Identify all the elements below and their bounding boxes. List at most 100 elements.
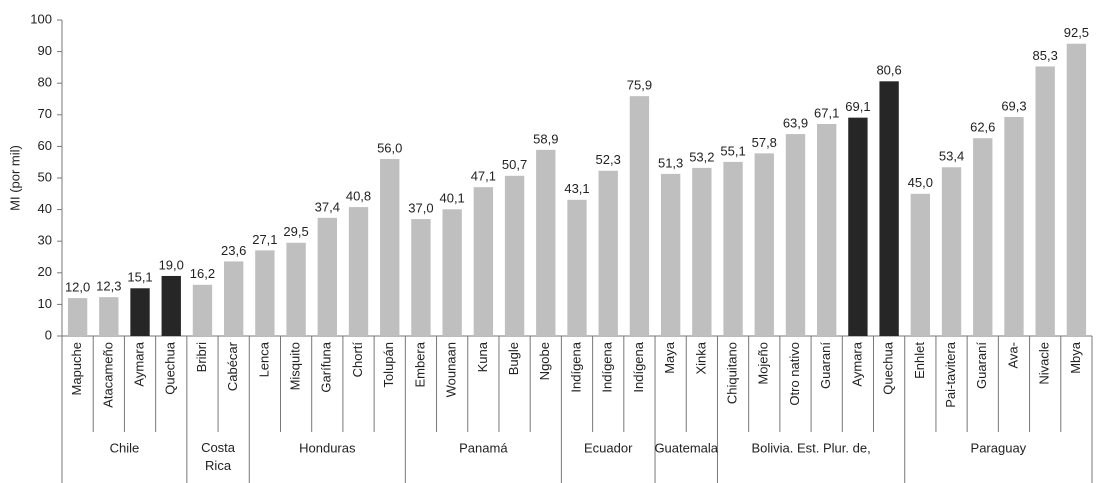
x-tick-label: Aymara <box>131 341 146 386</box>
x-tick-label: Chiquitano <box>724 342 739 404</box>
x-tick-label: Ava- <box>1005 342 1020 369</box>
value-label: 50,7 <box>502 157 527 172</box>
bar <box>411 219 431 336</box>
x-tick-label: Tolupán <box>381 342 396 388</box>
bar <box>1066 43 1087 336</box>
bar <box>973 138 993 336</box>
x-tick-label: Mapuche <box>69 342 84 395</box>
bar <box>286 242 306 336</box>
group-label: Costa Rica <box>201 440 236 473</box>
value-label: 51,3 <box>658 155 683 170</box>
bar <box>567 199 587 336</box>
x-tick-label: Guaraní <box>818 342 833 389</box>
x-tick-label: Aymara <box>849 341 864 386</box>
bar <box>941 167 962 336</box>
y-tick-label: 30 <box>38 233 52 248</box>
group-label: Paraguay <box>971 440 1027 455</box>
value-label: 69,3 <box>1001 98 1026 113</box>
bar <box>223 261 244 336</box>
bar <box>785 134 806 336</box>
group-label: Ecuador <box>584 440 633 455</box>
x-tick-label: Chortí <box>350 342 365 378</box>
group-label: Chile <box>110 440 140 455</box>
value-label: 63,9 <box>783 116 808 131</box>
bar <box>754 153 774 336</box>
y-tick-label: 10 <box>38 296 52 311</box>
x-tick-label: Guaraní <box>974 342 989 389</box>
value-label: 67,1 <box>814 105 839 120</box>
group-label: Guatemala <box>654 440 718 455</box>
y-axis-label: MI (por mil) <box>7 145 22 211</box>
value-label: 92,5 <box>1064 25 1089 40</box>
x-tick-label: Otro nativo <box>787 342 802 406</box>
group-label: Bolivia. Est. Plur. de, <box>751 440 870 455</box>
value-label: 53,2 <box>689 149 714 164</box>
y-tick-label: 80 <box>38 75 52 90</box>
x-tick-label: Kuna <box>475 341 490 372</box>
bar <box>99 297 119 336</box>
x-tick-label: Bugle <box>506 342 521 375</box>
y-tick-label: 20 <box>38 264 52 279</box>
bar <box>130 288 150 336</box>
bar <box>598 170 618 336</box>
bar <box>317 217 337 336</box>
bar <box>192 284 213 336</box>
bar <box>380 159 400 336</box>
x-tick-label: Enhlet <box>912 342 927 379</box>
value-label: 75,9 <box>627 78 652 93</box>
value-label: 45,0 <box>908 175 933 190</box>
value-label: 40,8 <box>346 189 371 204</box>
value-label: 57,8 <box>752 135 777 150</box>
value-label: 62,6 <box>970 120 995 135</box>
x-tick-label: Atacameño <box>100 342 115 408</box>
value-label: 52,3 <box>596 152 621 167</box>
x-tick-label: Wounaan <box>444 342 459 397</box>
x-tick-label: Ngobe <box>537 342 552 380</box>
bar <box>692 167 712 336</box>
bar <box>473 187 494 336</box>
x-tick-label: Nivacle <box>1037 342 1052 385</box>
x-tick-label: Quechua <box>163 341 178 395</box>
value-label: 69,1 <box>845 99 870 114</box>
x-tick-label: Mbya <box>1068 341 1083 374</box>
bar <box>629 96 650 336</box>
x-tick-label: Lenca <box>256 341 271 377</box>
group-label: Honduras <box>299 440 356 455</box>
value-label: 85,3 <box>1033 48 1058 63</box>
value-label: 40,1 <box>439 191 464 206</box>
x-tick-label: Xinka <box>693 341 708 374</box>
value-label: 15,1 <box>127 270 152 285</box>
x-tick-label: Quechua <box>881 341 896 395</box>
y-tick-label: 90 <box>38 43 52 58</box>
x-tick-label: Mojeño <box>756 342 771 385</box>
value-label: 27,1 <box>252 232 277 247</box>
value-label: 16,2 <box>190 266 215 281</box>
x-tick-label: Misquito <box>288 342 303 390</box>
bar <box>348 207 369 336</box>
y-tick-label: 50 <box>38 169 52 184</box>
group-label: Panamá <box>459 440 508 455</box>
bar <box>504 175 525 336</box>
x-tick-label: Pai-tavitera <box>943 341 958 408</box>
x-tick-label: Maya <box>662 341 677 374</box>
value-label: 55,1 <box>720 143 745 158</box>
bar <box>660 173 681 336</box>
value-label: 12,0 <box>65 280 90 295</box>
value-label: 56,0 <box>377 140 402 155</box>
bar <box>161 275 181 336</box>
bar <box>879 81 899 336</box>
bar <box>723 161 743 336</box>
x-tick-label: Bribri <box>194 342 209 372</box>
value-label: 58,9 <box>533 131 558 146</box>
y-tick-label: 60 <box>38 138 52 153</box>
value-label: 19,0 <box>159 257 184 272</box>
bar <box>536 149 556 336</box>
x-tick-label: Cabécar <box>225 341 240 391</box>
value-label: 23,6 <box>221 243 246 258</box>
x-tick-label: Indígena <box>568 341 583 392</box>
bar <box>848 117 868 336</box>
value-label: 53,4 <box>939 149 964 164</box>
bar <box>1035 66 1055 337</box>
value-label: 47,1 <box>471 169 496 184</box>
